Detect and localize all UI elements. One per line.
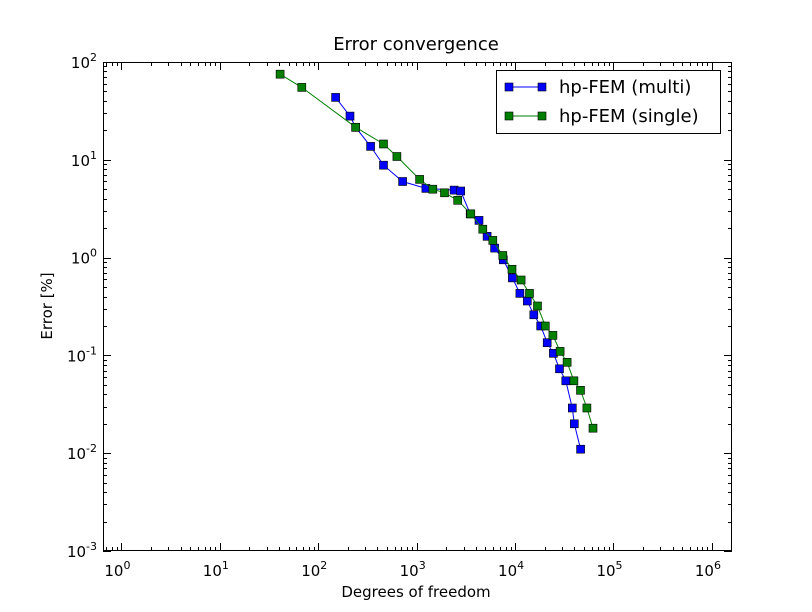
legend-marker-1 (504, 82, 514, 92)
legend-label-2: hp-FEM (single) (559, 106, 699, 127)
data-point (567, 403, 577, 413)
data-point (453, 196, 463, 205)
legend-marker-2 (504, 111, 514, 121)
data-point (555, 364, 564, 374)
legend-marker-2 (537, 111, 547, 121)
data-point (345, 111, 355, 121)
data-point (456, 186, 466, 196)
data-point (533, 301, 542, 311)
data-point (582, 403, 592, 413)
data-point (507, 264, 517, 274)
data-point (331, 93, 340, 102)
data-point (562, 357, 572, 367)
series-layer (275, 69, 598, 454)
data-point (428, 184, 438, 194)
legend-box (496, 70, 721, 134)
x-tick-label: 103 (400, 559, 426, 580)
plot-frame (103, 62, 732, 551)
data-point (440, 188, 449, 198)
data-point (297, 83, 307, 92)
data-point (516, 275, 526, 285)
data-point (379, 160, 388, 170)
y-axis-label: Error [%] (38, 272, 56, 339)
data-point (529, 310, 539, 320)
data-point (548, 331, 558, 340)
data-point (466, 209, 476, 219)
data-point (392, 152, 402, 161)
data-point (588, 423, 598, 433)
legend: hp-FEM (multi) hp-FEM (single) (496, 70, 721, 134)
data-point (515, 289, 525, 298)
data-point (576, 385, 585, 395)
y-tick-label: 10-2 (67, 442, 97, 463)
data-point (522, 296, 532, 306)
y-tick-label: 10-3 (67, 540, 97, 561)
legend-label-1: hp-FEM (multi) (559, 77, 691, 98)
y-tick-label: 101 (71, 149, 97, 170)
data-point (379, 139, 388, 149)
data-point (478, 224, 488, 234)
x-tick-label: 102 (301, 559, 327, 580)
y-tick-label: 102 (71, 51, 97, 72)
data-point (569, 419, 579, 429)
data-point (576, 444, 585, 454)
y-tick-label: 100 (71, 247, 97, 268)
data-point (366, 142, 375, 151)
data-point (542, 338, 552, 348)
data-point (498, 251, 508, 260)
x-tick-label: 101 (203, 559, 229, 580)
data-point (488, 236, 498, 245)
data-point (398, 177, 407, 186)
x-tick-label: 105 (596, 559, 622, 580)
data-point (525, 289, 534, 298)
data-point (569, 376, 579, 386)
y-tick-label: 10-1 (67, 344, 97, 365)
data-point (540, 321, 550, 331)
data-point (555, 347, 565, 356)
plot-area: 100 101 102 103 104 105 106 10-3 10-2 10-1 100 101 1… (67, 51, 732, 580)
x-tick-label: 100 (104, 559, 130, 580)
x-tick-label: 104 (498, 559, 524, 580)
chart-title: Error convergence (333, 34, 499, 55)
x-tick-label: 106 (695, 559, 721, 580)
data-point (561, 376, 571, 386)
data-point (415, 175, 424, 184)
x-axis-label: Degrees of freedom (341, 583, 490, 601)
data-point (508, 273, 517, 283)
legend-marker-1 (537, 82, 547, 92)
data-point (351, 123, 361, 132)
data-point (275, 69, 285, 79)
